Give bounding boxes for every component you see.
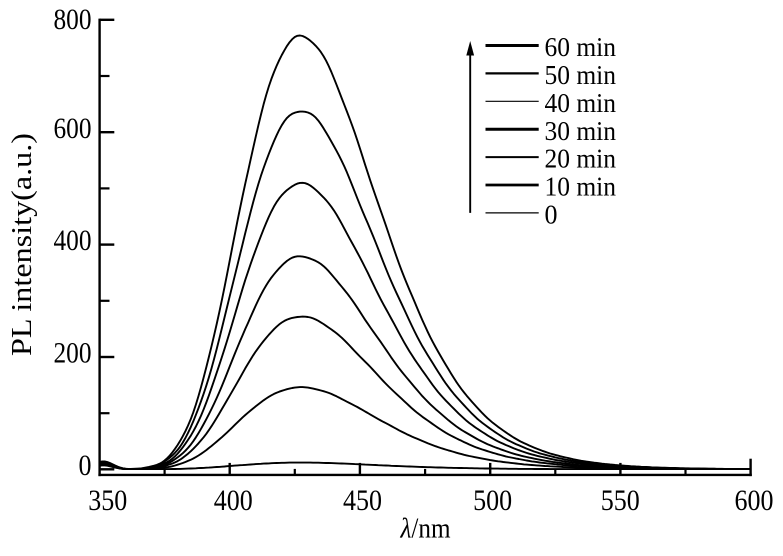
svg-text:20 min: 20 min bbox=[545, 144, 617, 174]
svg-text:30 min: 30 min bbox=[545, 116, 617, 146]
svg-text:450: 450 bbox=[343, 485, 382, 517]
svg-text:0: 0 bbox=[79, 450, 92, 482]
svg-text:0: 0 bbox=[545, 200, 558, 230]
svg-text:600: 600 bbox=[54, 113, 92, 145]
svg-text:10 min: 10 min bbox=[545, 172, 617, 202]
svg-text:800: 800 bbox=[54, 4, 92, 36]
svg-text:600: 600 bbox=[735, 485, 774, 517]
svg-text:60 min: 60 min bbox=[545, 32, 617, 62]
svg-text:550: 550 bbox=[601, 485, 640, 517]
svg-text:350: 350 bbox=[88, 485, 127, 517]
svg-text:200: 200 bbox=[54, 338, 92, 370]
svg-text:500: 500 bbox=[473, 485, 512, 517]
svg-text:400: 400 bbox=[54, 225, 92, 257]
svg-text:PL intensity(a.u.): PL intensity(a.u.) bbox=[7, 133, 38, 356]
svg-text:λ/nm: λ/nm bbox=[400, 514, 451, 545]
svg-text:50 min: 50 min bbox=[545, 60, 617, 90]
svg-text:40 min: 40 min bbox=[545, 88, 617, 118]
svg-text:400: 400 bbox=[214, 485, 253, 517]
